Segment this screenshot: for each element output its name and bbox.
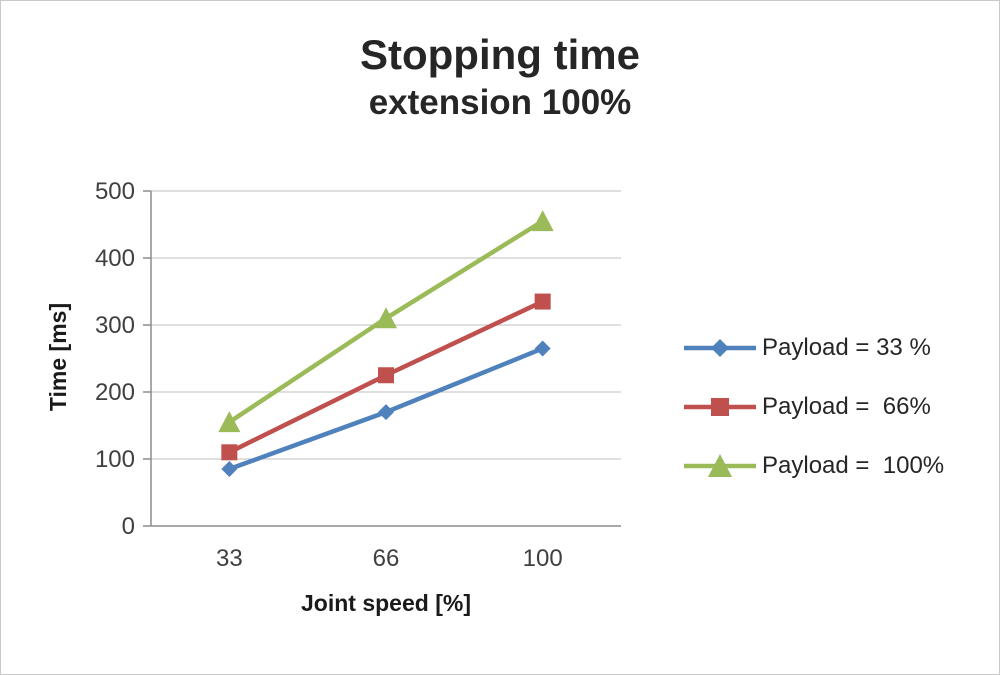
square-marker — [378, 367, 394, 384]
x-tick-label: 33 — [216, 545, 243, 572]
y-axis-title: Time [ms] — [45, 303, 71, 411]
y-tick-label: 400 — [95, 245, 135, 272]
diamond-marker — [534, 340, 551, 357]
triangle-marker — [531, 210, 554, 232]
square-marker — [221, 444, 238, 461]
x-tick-label: 66 — [373, 545, 400, 572]
legend-label-2: Payload = 100% — [762, 452, 945, 479]
y-tick-label: 500 — [95, 178, 135, 205]
diamond-marker — [711, 339, 729, 357]
y-tick-label: 0 — [122, 513, 135, 540]
triangle-marker — [218, 411, 241, 433]
triangle-marker — [375, 307, 397, 329]
legend-item-1: Payload = 66% — [684, 393, 944, 421]
x-tick-label: 100 — [523, 545, 563, 572]
square-marker — [534, 293, 551, 310]
legend-item-2: Payload = 100% — [684, 452, 944, 480]
legend-item-0: Payload = 33 % — [684, 334, 944, 362]
square-marker — [711, 398, 729, 416]
chart-title: Stopping time extension 100% — [1, 31, 999, 124]
y-tick-label: 300 — [95, 312, 135, 339]
x-axis-title: Joint speed [%] — [301, 590, 471, 616]
y-tick-label: 100 — [95, 446, 135, 473]
chart-title-line1: Stopping time — [360, 31, 640, 78]
legend: Payload = 33 % Payload = 66% Payload = 100… — [684, 334, 944, 480]
legend-sample-triangle — [684, 454, 756, 477]
chart-title-line2: extension 100% — [368, 83, 632, 123]
triangle-marker — [708, 454, 732, 477]
legend-sample-square — [684, 398, 756, 416]
legend-sample-diamond — [684, 339, 756, 357]
legend-label-0: Payload = 33 % — [762, 334, 931, 361]
diamond-marker — [378, 404, 394, 421]
legend-label-1: Payload = 66% — [762, 393, 931, 420]
diamond-marker — [221, 461, 238, 478]
plot-area: Time [ms] Joint speed [%] 0 100 200 300 400 5… — [45, 178, 621, 616]
y-tick-label: 200 — [95, 379, 135, 406]
